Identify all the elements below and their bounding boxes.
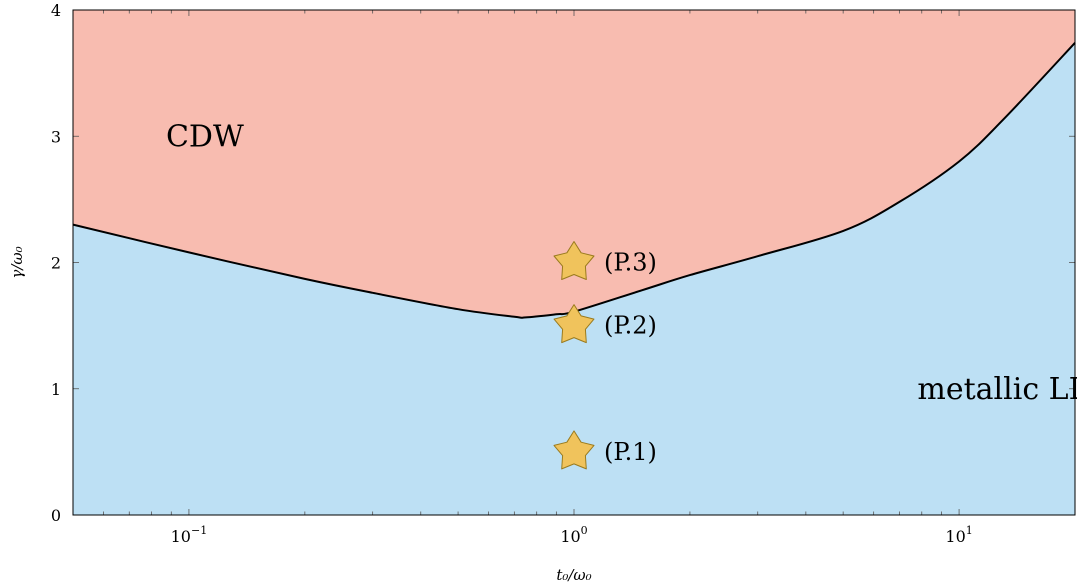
axis-ticks [72,9,1076,516]
star-marker-icon [553,241,595,280]
point-label: (P.3) [604,249,657,277]
metallic-ll-region [73,42,1075,516]
star-marker-icon [553,304,595,344]
star-marker-icon [553,430,595,470]
y-tick-labels: 0 1 2 3 4 [51,1,61,525]
x-tick-labels: 10−1 100 101 [171,524,973,546]
points-layer: (P.1) (P.2) (P.3) [553,241,657,470]
x-tick-label: 101 [945,524,972,546]
plot-frame [72,9,1076,516]
y-tick-label: 1 [51,380,61,399]
point-label: (P.2) [604,312,657,340]
cdw-region [73,10,1075,318]
x-tick-label: 10−1 [171,524,208,546]
x-tick-label: 100 [560,524,587,546]
x-axis-label: t₀/ω₀ [556,566,591,584]
y-tick-label: 0 [51,506,61,525]
y-tick-label: 4 [51,1,61,20]
cdw-region-label: CDW [166,119,244,154]
metallic-ll-region-label: metallic LL [917,372,1077,407]
y-tick-label: 2 [51,254,61,273]
y-axis-label: γ/ω₀ [8,246,26,278]
point-label: (P.1) [604,438,657,466]
y-tick-label: 3 [51,127,61,146]
